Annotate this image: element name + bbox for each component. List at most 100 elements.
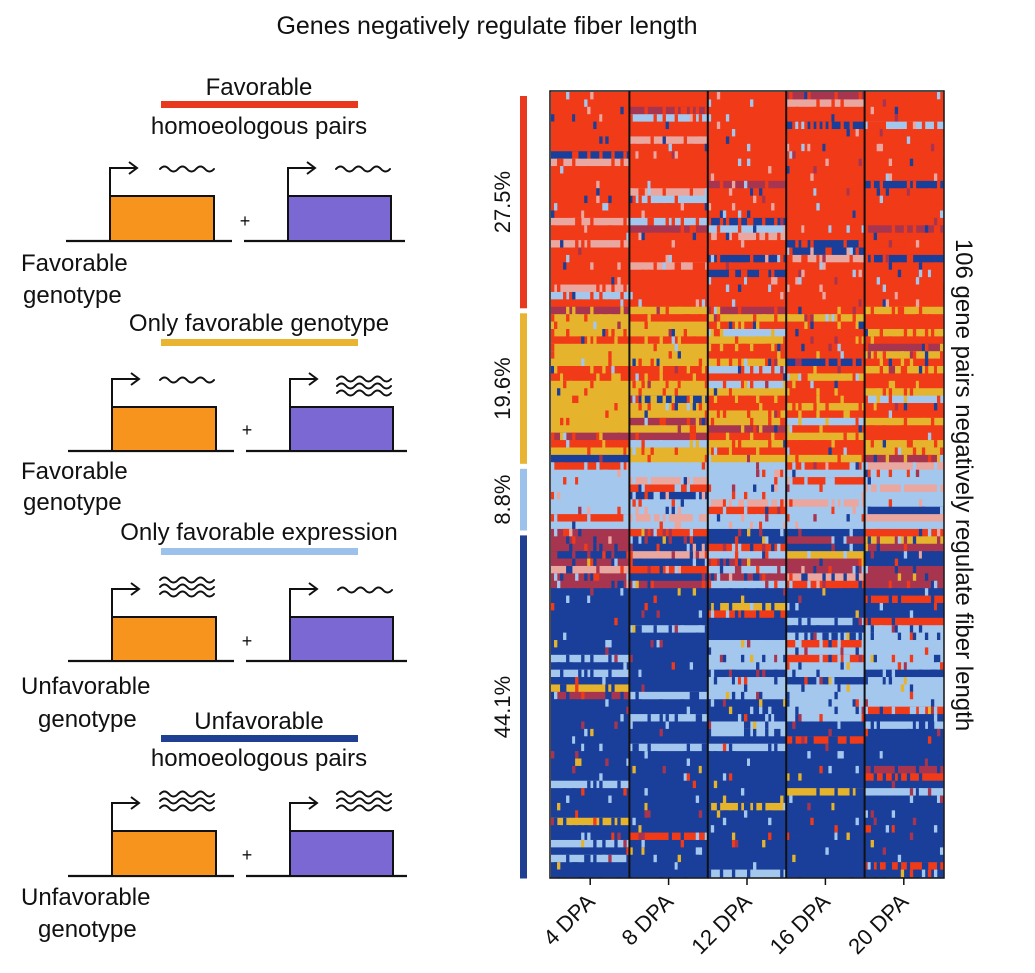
scenario-4-expression-wave-a <box>159 790 215 812</box>
heatmap-cell <box>759 188 763 196</box>
heatmap-cell <box>632 765 636 774</box>
heatmap-cell <box>774 306 778 315</box>
heatmap-cell <box>747 143 751 152</box>
heatmap-cell <box>891 640 896 648</box>
heatmap-cell <box>623 617 627 626</box>
heatmap-cell <box>903 136 908 145</box>
heatmap-cell <box>768 158 772 167</box>
heatmap-cell <box>722 232 727 241</box>
heatmap-cell <box>855 373 859 382</box>
heatmap-cell <box>599 151 603 159</box>
heatmap-cell <box>707 240 787 248</box>
heatmap-cell <box>855 247 859 256</box>
heatmap-cell <box>837 654 841 663</box>
heatmap-cell <box>906 247 911 256</box>
heatmap-cell <box>936 862 941 870</box>
heatmap-cell <box>572 269 576 278</box>
heatmap-cell <box>771 358 775 367</box>
heatmap-cell <box>939 291 944 300</box>
heatmap-cell <box>674 351 678 359</box>
heatmap-cell <box>753 802 757 811</box>
heatmap-cell <box>849 247 853 256</box>
heatmap-cell <box>623 195 627 204</box>
heatmap-cell <box>731 121 736 130</box>
heatmap-cell <box>707 447 712 456</box>
scenario-3-gene-b <box>289 616 394 662</box>
heatmap-cell <box>656 306 660 315</box>
heatmap-cell <box>698 610 703 619</box>
heatmap-cell <box>804 240 808 248</box>
heatmap-cell <box>846 203 850 211</box>
heatmap-cell <box>786 166 790 174</box>
heatmap-cell <box>581 743 585 752</box>
heatmap-cell <box>786 395 790 404</box>
group-side-bars <box>520 96 527 879</box>
heatmap-cell <box>632 299 636 308</box>
heatmap-cell <box>864 610 944 619</box>
heatmap-cell <box>891 269 896 278</box>
heatmap-cell <box>786 869 865 878</box>
heatmap-cell <box>915 477 920 485</box>
heatmap-cell <box>897 432 902 441</box>
heatmap-cell <box>716 817 721 826</box>
heatmap-cell <box>737 158 742 167</box>
heatmap-cell <box>798 158 802 167</box>
heatmap-cell <box>777 351 781 359</box>
heatmap-cell <box>707 440 787 448</box>
heatmap-cell <box>810 773 814 782</box>
heatmap-cell <box>897 595 902 604</box>
heatmap-cell <box>879 647 883 656</box>
heatmap-cell <box>861 469 865 478</box>
heatmap-cell <box>882 773 887 782</box>
heatmap-cell <box>909 217 914 226</box>
heatmap-cell <box>713 469 718 478</box>
heatmap-cell <box>912 447 917 456</box>
heatmap-cell <box>563 788 567 796</box>
heatmap-cell <box>629 854 709 863</box>
heatmap-cell <box>728 669 733 678</box>
heatmap-cell <box>870 610 874 619</box>
heatmap-cell <box>771 825 775 833</box>
heatmap-cell <box>768 839 772 848</box>
heatmap-cell <box>635 373 639 382</box>
heatmap-cell <box>695 106 700 115</box>
heatmap-cell <box>608 669 612 678</box>
heatmap-cell <box>849 136 853 145</box>
scenario-4-expression-wave-b <box>336 790 392 812</box>
heatmap-cell <box>891 380 896 389</box>
heatmap-cell <box>786 699 790 707</box>
heatmap-cell <box>936 536 941 545</box>
heatmap-cell <box>638 99 642 108</box>
heatmap-cell <box>930 595 935 604</box>
heatmap-cell <box>650 136 654 145</box>
heatmap-cell <box>599 417 603 426</box>
heatmap-cell <box>876 277 880 285</box>
heatmap-cell <box>798 121 802 130</box>
heatmap-cell <box>629 210 709 219</box>
heatmap-cell <box>662 395 666 404</box>
heatmap-cell <box>695 847 700 856</box>
heatmap-cell <box>728 602 733 611</box>
heatmap-cell <box>554 491 558 500</box>
heatmap-cell <box>795 765 799 774</box>
heatmap-cell <box>716 321 721 330</box>
heatmap-cell <box>710 173 715 182</box>
heatmap-cell <box>786 721 790 730</box>
heatmap-cell <box>560 417 564 426</box>
heatmap-cell <box>551 366 555 374</box>
heatmap-cell <box>864 358 868 367</box>
heatmap-cell <box>662 647 666 656</box>
heatmap-cell <box>551 765 630 774</box>
heatmap-cell <box>855 788 859 796</box>
heatmap-cell <box>813 854 817 863</box>
heatmap-cell <box>846 129 850 137</box>
heatmap-cell <box>659 699 663 707</box>
heatmap-cell <box>707 136 787 145</box>
heatmap-cell <box>629 425 709 434</box>
heatmap-cell <box>753 647 757 656</box>
heatmap-cell <box>659 358 663 367</box>
heatmap-cell <box>551 506 555 515</box>
heatmap-cell <box>572 395 576 404</box>
heatmap-cell <box>578 802 582 811</box>
heatmap-cell <box>713 677 718 685</box>
